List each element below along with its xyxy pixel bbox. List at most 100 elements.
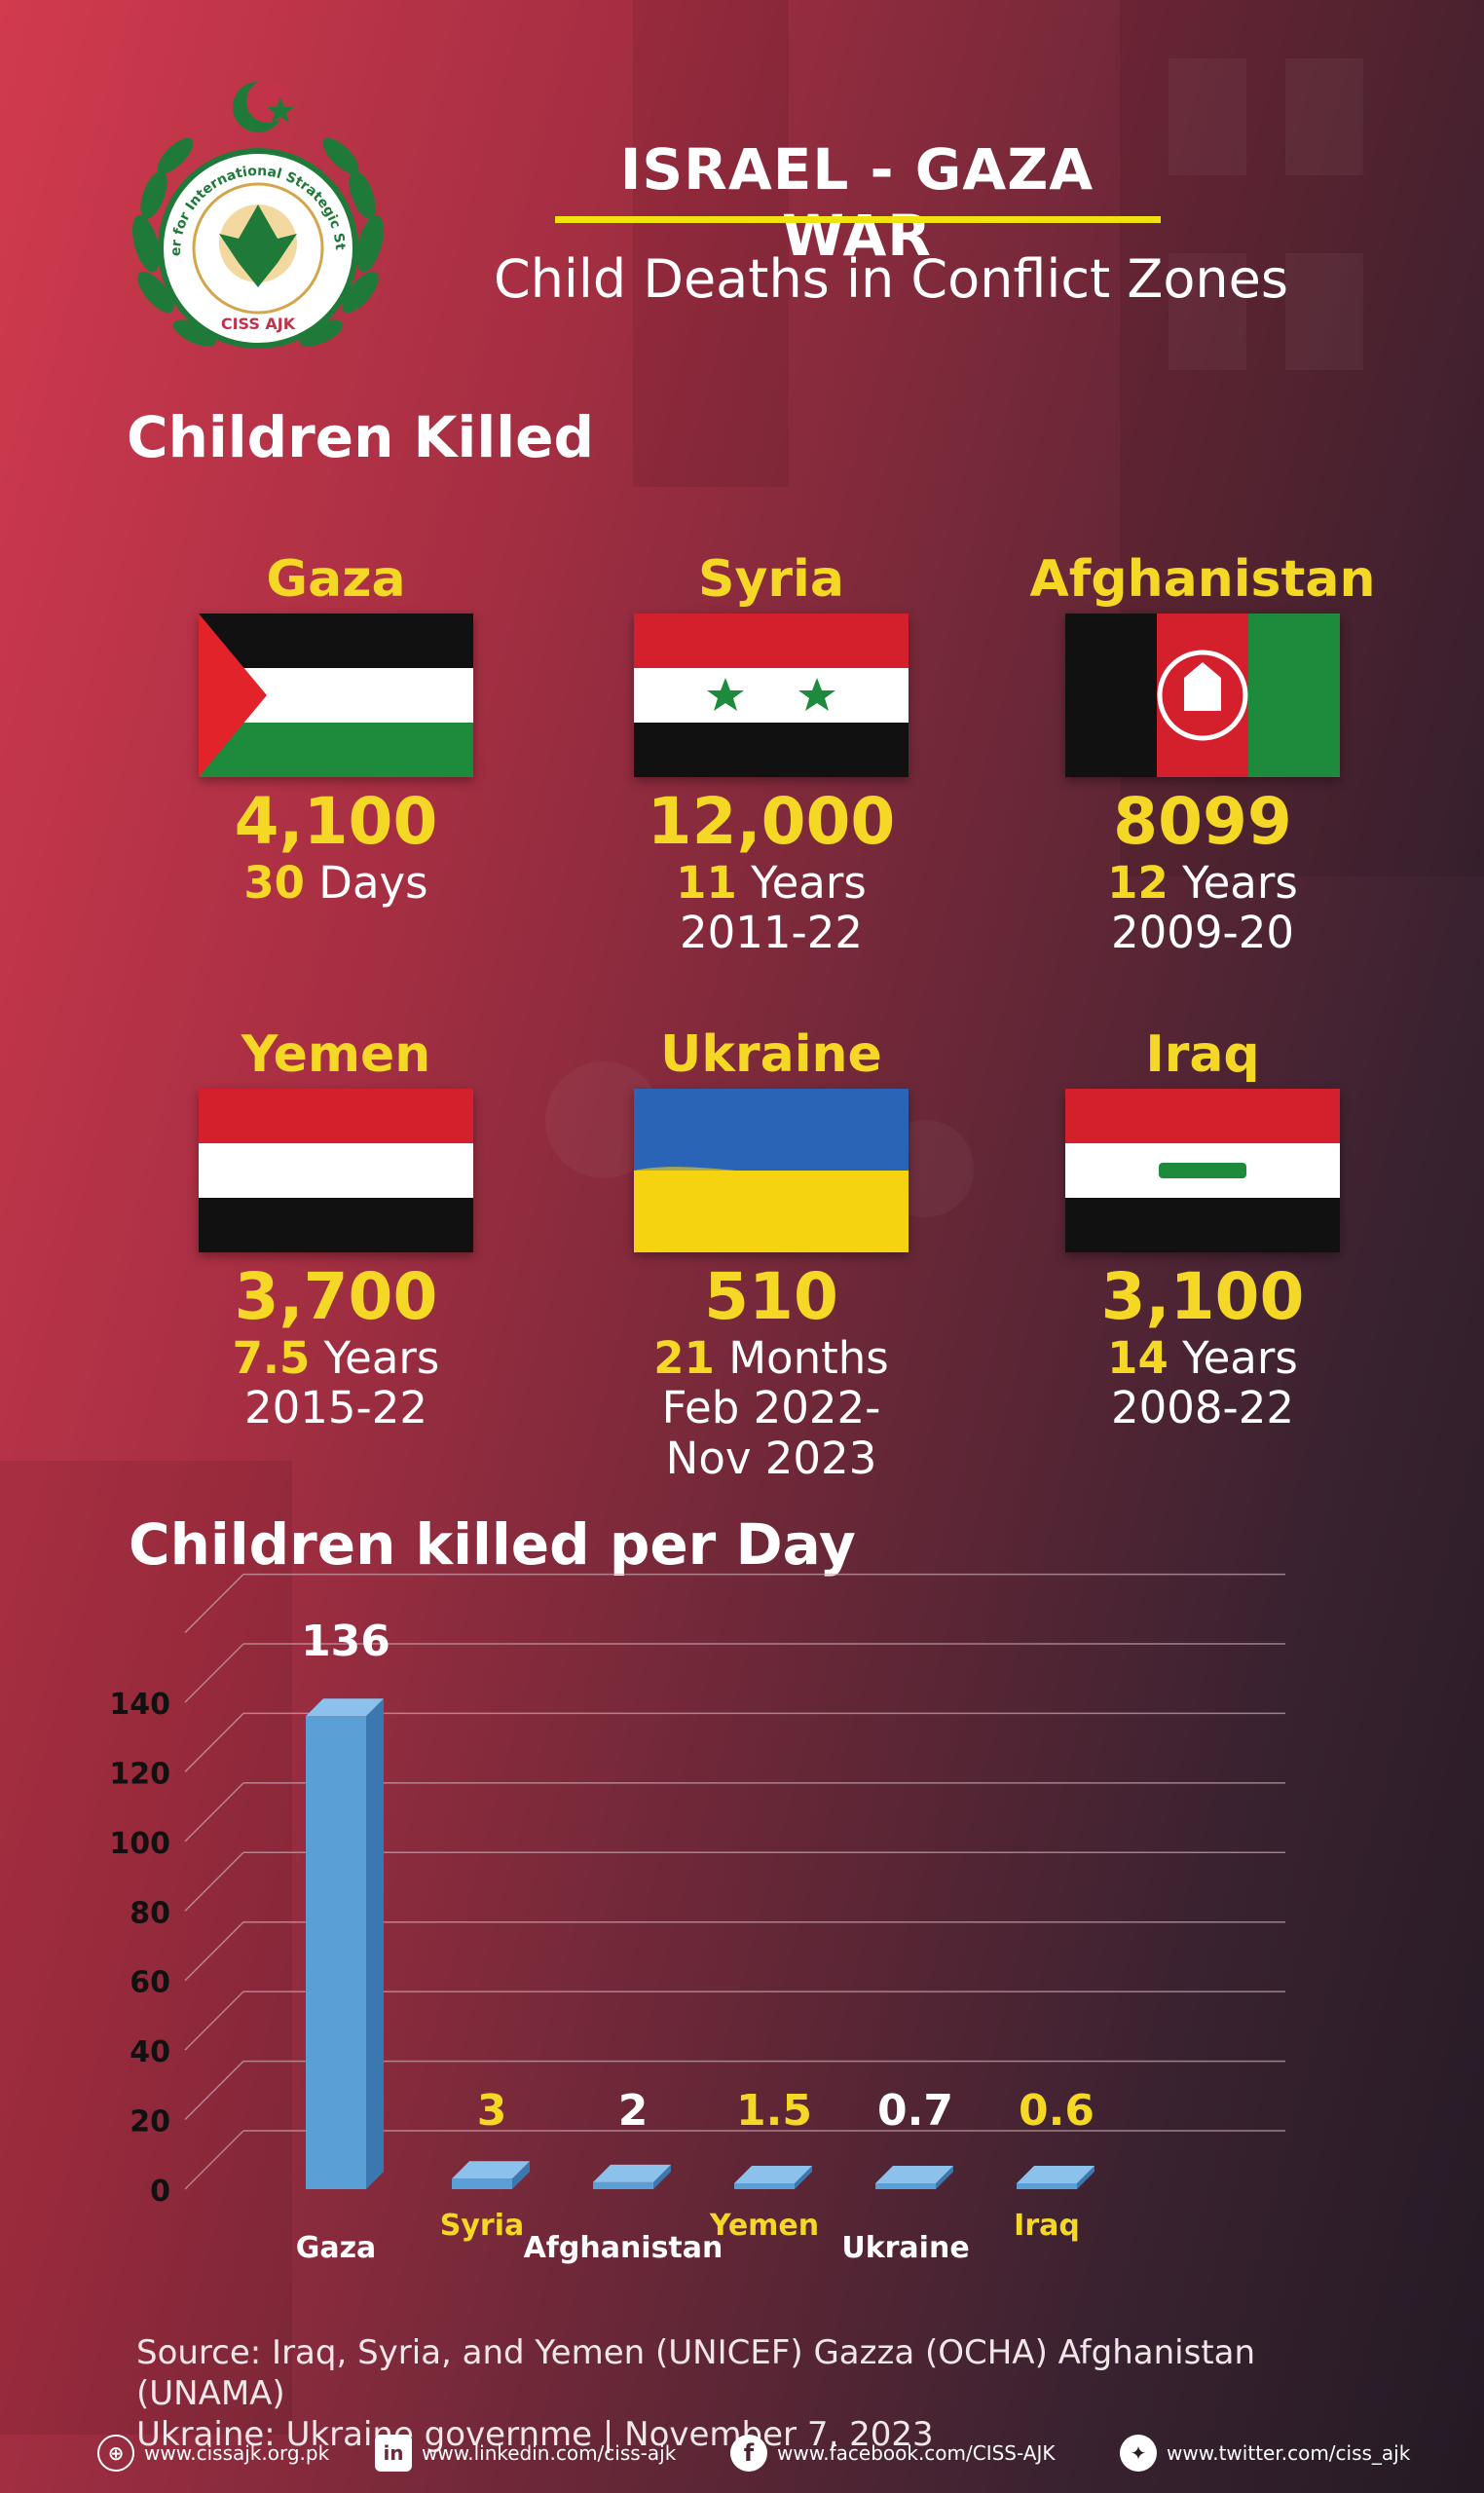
logo-abbrev: CISS AJK [221, 315, 296, 333]
duration: 11 Years [676, 857, 867, 909]
x-tick-label: Yemen [709, 2209, 819, 2243]
country-card-afghanistan: Afghanistan 8099 12 Years 2009-20 [988, 545, 1417, 958]
x-tick-label: Afghanistan [524, 2231, 723, 2265]
bar-side [936, 2166, 953, 2189]
data-label: 3 [477, 2086, 507, 2136]
country-card-ukraine: Ukraine 510 21 Months Feb 2022- Nov 2023 [557, 1021, 985, 1484]
title-underline [555, 216, 1161, 223]
bar-side [512, 2161, 530, 2189]
gridline-depth [184, 1991, 244, 2051]
bar-top [875, 2166, 953, 2183]
data-label: 2 [618, 2086, 649, 2136]
facebook-icon: f [730, 2435, 767, 2472]
x-tick-label: Ukraine [841, 2231, 969, 2265]
x-tick-label: Gaza [296, 2231, 377, 2265]
footer-linkedin[interactable]: in www.linkedin.com/ciss-ajk [375, 2435, 676, 2472]
y-tick-label: 140 [109, 1688, 170, 1722]
y-tick-label: 0 [150, 2175, 170, 2209]
y-tick-label: 120 [109, 1757, 170, 1791]
bar-side [653, 2164, 671, 2189]
period: 2015-22 [243, 1382, 428, 1433]
period: 2011-22 [679, 907, 864, 958]
source-line-2: Ukraine: Ukraine governme | November 7, … [136, 2415, 934, 2454]
x-tick-label: Syria [440, 2209, 524, 2243]
bar-side [1077, 2166, 1094, 2189]
page-subtitle: Child Deaths in Conflict Zones [494, 248, 1288, 310]
gridline-depth [184, 1851, 244, 1912]
period: 2009-20 [1110, 907, 1295, 958]
children-killed-count: 4,100 [234, 784, 438, 859]
duration: 30 Days [243, 857, 428, 909]
gridline-depth [184, 1574, 244, 1634]
bar [306, 1716, 366, 2189]
children-killed-count: 12,000 [647, 784, 896, 859]
bar [593, 2181, 653, 2189]
gridline-depth [184, 1782, 244, 1842]
bar-side [366, 1698, 384, 2189]
country-name: Iraq [1145, 1025, 1260, 1084]
y-tick-label: 20 [130, 2105, 170, 2140]
x-tick-label: Iraq [1014, 2209, 1080, 2243]
country-card-gaza: Gaza 4,100 30 Days [122, 545, 550, 908]
country-name: Afghanistan [1029, 550, 1376, 609]
country-card-iraq: Iraq 3,100 14 Years 2008-22 [988, 1021, 1417, 1433]
data-label: 1.5 [736, 2086, 812, 2136]
gridline-depth [184, 2130, 244, 2190]
footer-website[interactable]: ⊕ www.cissajk.org.pk [97, 2435, 329, 2472]
globe-icon: ⊕ [97, 2435, 134, 2472]
children-killed-count: 3,700 [234, 1259, 438, 1334]
children-killed-count: 510 [704, 1259, 838, 1334]
children-killed-count: 3,100 [1100, 1259, 1305, 1334]
duration: 14 Years [1107, 1332, 1298, 1384]
footer: ⊕ www.cissajk.org.pk in www.linkedin.com… [97, 2435, 1422, 2477]
gridline-depth [184, 1921, 244, 1982]
bar [875, 2183, 936, 2189]
bar-top [306, 1698, 384, 1717]
country-name: Ukraine [660, 1025, 882, 1084]
twitter-icon: ✦ [1120, 2435, 1157, 2472]
linkedin-icon: in [375, 2435, 412, 2472]
bar-top [452, 2161, 530, 2179]
section-heading-per-day: Children killed per Day [129, 1511, 856, 1578]
country-card-yemen: Yemen 3,700 7.5 Years 2015-22 [122, 1021, 550, 1433]
gridline-depth [184, 1643, 244, 1703]
children-killed-count: 8099 [1113, 784, 1292, 859]
duration: 12 Years [1107, 857, 1298, 909]
bar-top [734, 2166, 812, 2183]
data-label: 0.7 [877, 2086, 953, 2136]
period: 2008-22 [1110, 1382, 1295, 1433]
page-title: ISRAEL - GAZA WAR [619, 136, 1094, 269]
duration: 7.5 Years [232, 1332, 440, 1384]
y-tick-label: 100 [109, 1827, 170, 1861]
gridline-depth [184, 2061, 244, 2121]
iraq-flag [1065, 1089, 1340, 1252]
bar-top [593, 2164, 671, 2182]
duration: 21 Months [653, 1332, 889, 1384]
country-name: Syria [698, 550, 844, 609]
bar [452, 2178, 512, 2189]
bar-side [795, 2166, 812, 2189]
section-heading-children-killed: Children Killed [127, 404, 595, 470]
afghanistan-flag [1065, 614, 1340, 777]
y-tick-label: 80 [130, 1896, 170, 1930]
source-note: Source: Iraq, Syria, and Yemen (UNICEF) … [136, 2332, 1402, 2455]
country-name: Yemen [241, 1025, 431, 1084]
y-tick-label: 40 [130, 2035, 170, 2069]
data-label: 136 [301, 1617, 390, 1666]
palestine-flag [199, 614, 473, 777]
footer-facebook[interactable]: f www.facebook.com/CISS-AJK [730, 2435, 1055, 2472]
gridline-depth [184, 1712, 244, 1772]
footer-twitter[interactable]: ✦ www.twitter.com/ciss_ajk [1120, 2435, 1410, 2472]
bar [734, 2183, 795, 2189]
yemen-flag [199, 1089, 473, 1252]
country-name: Gaza [266, 550, 406, 609]
period: Feb 2022- Nov 2023 [661, 1382, 881, 1484]
ciss-ajk-logo: CISS AJK Center for International Strate… [117, 78, 384, 349]
bar-top [1017, 2166, 1094, 2183]
source-line-1: Source: Iraq, Syria, and Yemen (UNICEF) … [136, 2333, 1256, 2413]
data-label: 0.6 [1019, 2086, 1094, 2136]
bar [1017, 2183, 1077, 2189]
